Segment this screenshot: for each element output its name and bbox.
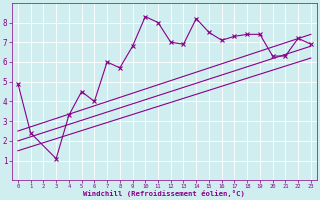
X-axis label: Windchill (Refroidissement éolien,°C): Windchill (Refroidissement éolien,°C) — [84, 190, 245, 197]
